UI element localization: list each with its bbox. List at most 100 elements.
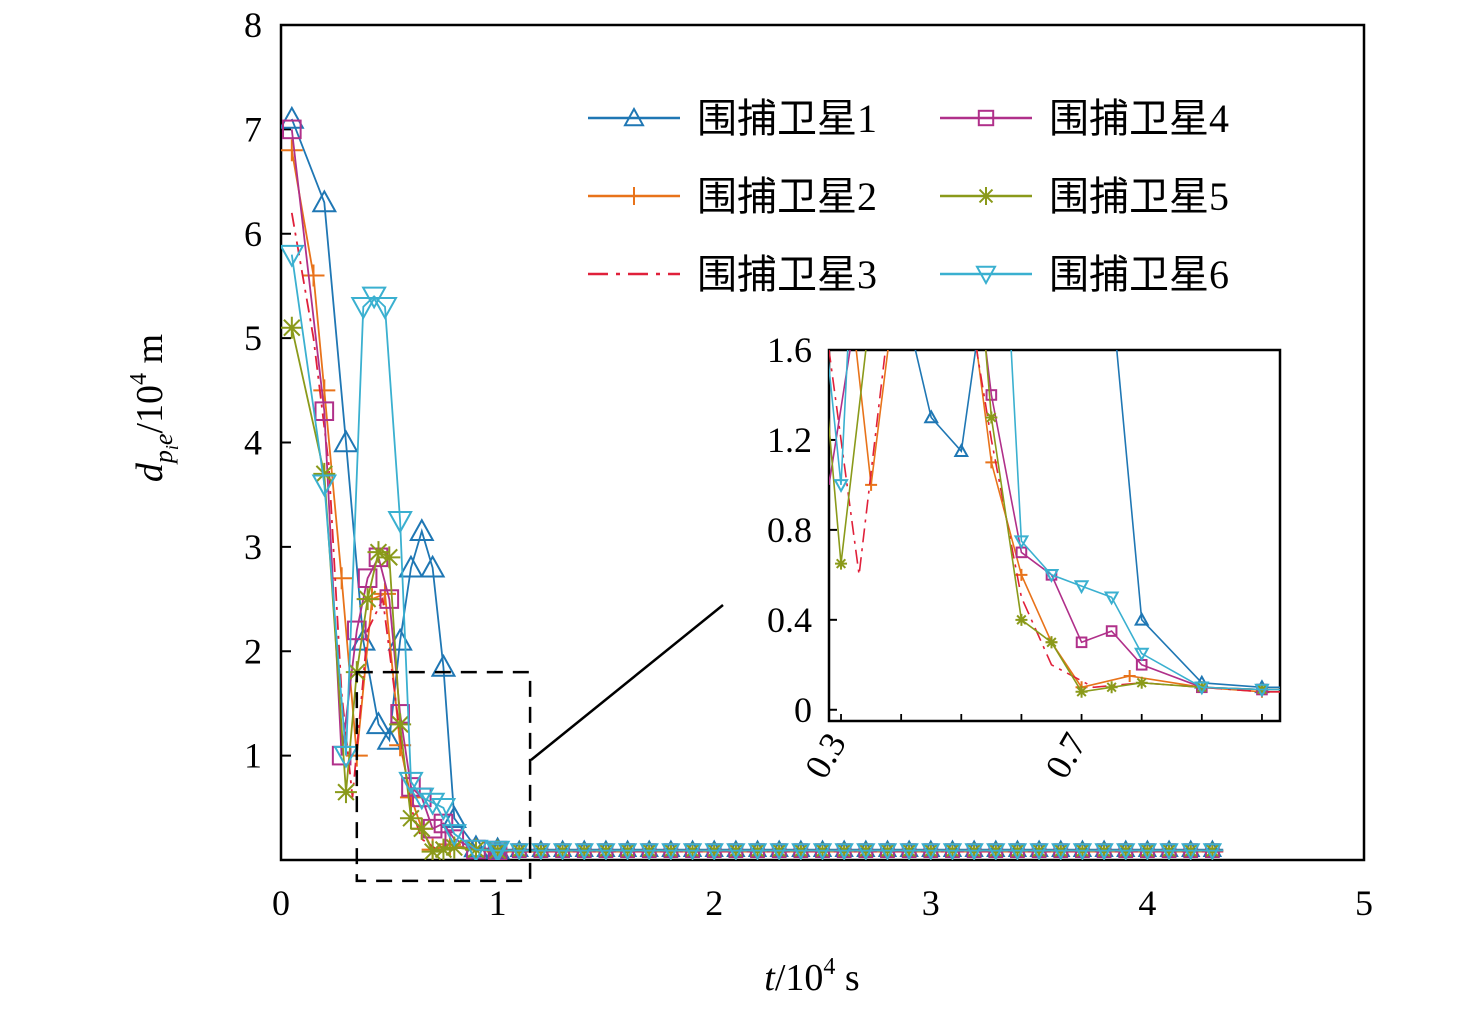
series-marker <box>333 745 359 769</box>
series-marker <box>1075 685 1088 698</box>
series-marker <box>985 389 998 401</box>
inset-x-tick-label: 0.3 <box>797 726 854 785</box>
legend-item-3: 围捕卫星3 <box>588 252 877 297</box>
series-marker <box>921 843 941 860</box>
series-marker <box>896 98 906 108</box>
series-marker <box>856 843 876 860</box>
inset-y-tick-label: 0 <box>794 690 812 730</box>
series-marker <box>1137 843 1158 860</box>
y-tick-label: 2 <box>244 631 262 671</box>
series-marker <box>625 187 643 205</box>
series-marker <box>1133 647 1150 662</box>
inset-series-group <box>829 40 1280 698</box>
series-marker <box>1007 843 1028 860</box>
x-tick-label: 3 <box>922 883 940 923</box>
series-marker <box>942 843 963 860</box>
zoom-region-box <box>355 670 532 883</box>
series-marker <box>1135 676 1148 689</box>
series-marker <box>399 807 422 830</box>
x-tick-label: 5 <box>1355 883 1373 923</box>
series-marker <box>281 139 303 162</box>
series-marker <box>350 297 377 320</box>
series-marker <box>367 541 390 564</box>
legend-label: 围捕卫星5 <box>1049 174 1229 219</box>
series-marker <box>334 781 357 804</box>
inset-series-line-5 <box>829 350 1280 693</box>
series-marker <box>430 653 457 677</box>
series-marker <box>617 843 638 860</box>
y-tick-label: 5 <box>244 318 262 358</box>
series-marker <box>877 843 898 860</box>
legend-item-2: 围捕卫星2 <box>588 174 877 219</box>
y-tick-label: 7 <box>244 109 262 149</box>
series-marker <box>398 554 424 578</box>
y-tick-label: 1 <box>244 736 262 776</box>
main-series-group <box>281 105 1224 860</box>
series-marker <box>682 843 703 860</box>
series-marker <box>313 462 336 485</box>
series-marker <box>509 843 529 860</box>
series-marker <box>833 479 849 493</box>
series-marker <box>389 713 412 736</box>
series-marker <box>791 843 811 860</box>
series-marker <box>661 843 681 860</box>
series-marker <box>1051 843 1071 860</box>
series-marker <box>1073 580 1090 595</box>
series-marker <box>964 843 984 860</box>
series-marker <box>314 401 335 421</box>
series-marker <box>484 840 511 860</box>
legend-label: 围捕卫星6 <box>1049 252 1229 297</box>
series-marker <box>387 510 413 534</box>
inset-series-line-6 <box>829 350 1280 691</box>
series-marker <box>365 711 392 735</box>
series-marker <box>977 109 995 127</box>
series-marker <box>835 557 848 570</box>
series-marker <box>639 843 659 860</box>
series-marker <box>433 813 454 834</box>
series-marker <box>1103 591 1120 606</box>
series-marker <box>409 787 435 811</box>
x-axis-title: t/104 s <box>764 954 859 999</box>
series-marker <box>372 297 398 320</box>
series-marker <box>1015 613 1028 626</box>
y-tick-label: 4 <box>244 423 262 463</box>
series-marker <box>985 232 997 243</box>
series-marker <box>1194 681 1210 696</box>
series-marker <box>1105 625 1118 637</box>
inset-series-line-4 <box>829 350 1280 691</box>
series-marker <box>747 843 768 860</box>
series-marker <box>419 792 446 816</box>
series-marker <box>441 824 467 847</box>
series-marker <box>926 53 936 63</box>
y-tick-label: 6 <box>244 214 262 254</box>
legend-item-4: 围捕卫星4 <box>940 96 1229 141</box>
series-marker <box>1043 569 1060 583</box>
main-axis-ticks: 0 1 2 3 4 5 1 2 3 4 5 6 7 8 <box>244 5 1373 923</box>
x-tick-label: 4 <box>1138 883 1156 923</box>
series-marker <box>1029 843 1049 860</box>
x-tick-label: 1 <box>489 883 507 923</box>
series-marker <box>398 771 424 795</box>
series-marker <box>1105 681 1118 694</box>
inset-y-tick-label: 0.8 <box>767 510 812 550</box>
series-marker <box>975 265 997 286</box>
y-axis-title: dpie/104 m <box>126 334 182 482</box>
series-marker <box>409 518 435 542</box>
series-marker <box>281 105 305 129</box>
series-marker <box>282 119 302 140</box>
series-marker <box>899 843 919 860</box>
series-marker <box>769 843 789 860</box>
series-marker <box>925 40 937 52</box>
series-marker <box>985 411 998 424</box>
zoom-connector-line <box>530 604 724 761</box>
series-marker <box>907 142 919 154</box>
legend-label: 围捕卫星3 <box>697 252 877 297</box>
inset-y-tick-label: 1.6 <box>767 330 812 370</box>
series-marker <box>1094 843 1114 860</box>
inset-series-line-3 <box>829 350 1280 693</box>
series-marker <box>410 817 433 840</box>
series-marker <box>311 189 338 213</box>
series-marker <box>955 52 967 64</box>
series-marker <box>623 106 645 127</box>
series-marker <box>432 838 455 860</box>
